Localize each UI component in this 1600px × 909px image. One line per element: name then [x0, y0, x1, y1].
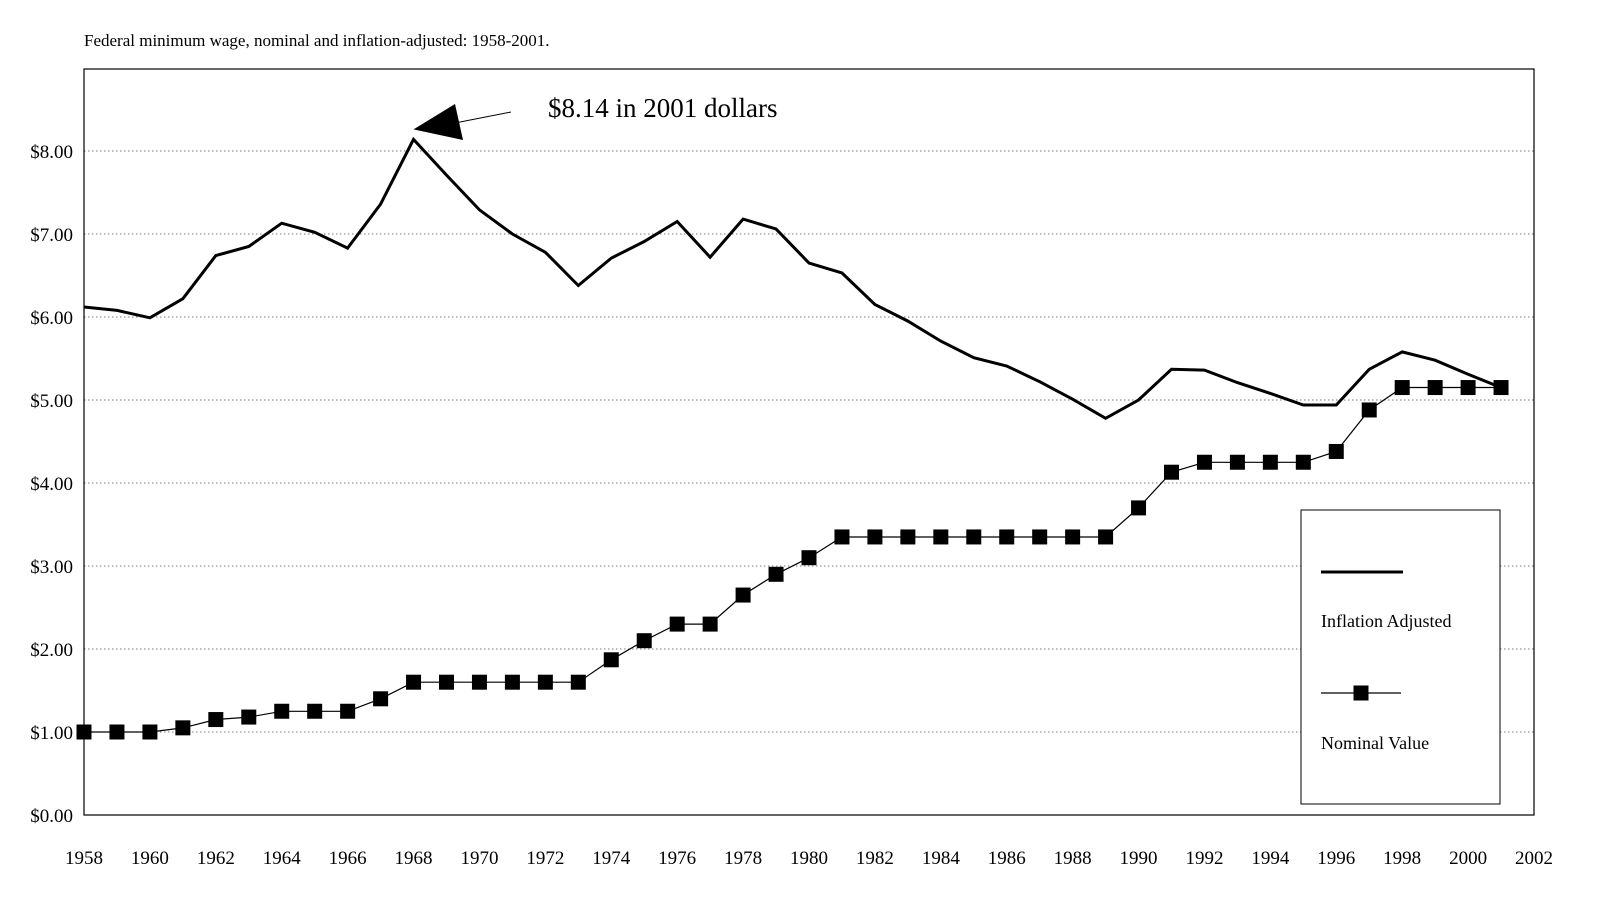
nominal-value-marker — [208, 712, 224, 728]
legend-swatch-nominal-value-marker — [1353, 685, 1369, 701]
annotation-text: $8.14 in 2001 dollars — [548, 93, 778, 123]
x-tick-label: 1992 — [1185, 848, 1223, 869]
y-tick-label: $0.00 — [30, 806, 73, 827]
legend-label-nominal-value: Nominal Value — [1321, 733, 1429, 753]
nominal-value-marker — [801, 550, 817, 566]
inflation-adjusted-line — [83, 136, 1502, 421]
x-tick-label: 1984 — [922, 848, 961, 869]
legend-box — [1300, 509, 1501, 805]
nominal-value-marker — [834, 529, 850, 545]
x-tick-label: 1980 — [790, 848, 828, 869]
nominal-value-marker — [1032, 529, 1048, 545]
nominal-value-marker — [1164, 464, 1179, 480]
x-tick-label: 1966 — [329, 848, 367, 869]
nominal-value-marker — [999, 529, 1015, 545]
legend-label-inflation-adjusted: Inflation Adjusted — [1321, 611, 1451, 631]
nominal-value-marker — [1460, 380, 1476, 396]
x-tick-label: 1988 — [1054, 848, 1092, 869]
nominal-value-marker — [274, 703, 290, 719]
nominal-value-marker — [109, 724, 125, 740]
x-tick-label: 1962 — [197, 848, 235, 869]
nominal-value-marker — [76, 724, 92, 740]
nominal-value-marker — [1394, 380, 1410, 396]
peak-annotation: $8.14 in 2001 dollars — [413, 93, 778, 140]
nominal-value-marker — [1493, 380, 1509, 396]
x-tick-label: 1986 — [988, 848, 1026, 869]
x-tick-label: 2000 — [1449, 848, 1487, 869]
x-tick-label: 1974 — [592, 848, 631, 869]
x-tick-label: 1978 — [724, 848, 762, 869]
nominal-value-marker — [142, 724, 158, 740]
nominal-value-marker — [1196, 454, 1212, 470]
x-tick-label: 1968 — [395, 848, 433, 869]
nominal-value-marker — [504, 674, 520, 690]
nominal-value-marker — [1098, 529, 1114, 545]
nominal-value-marker — [570, 674, 586, 690]
annotation-arrow-head — [413, 104, 463, 140]
nominal-value-marker — [1229, 454, 1245, 470]
nominal-value-marker — [1361, 402, 1377, 418]
nominal-value-line — [84, 386, 1501, 733]
nominal-value-marker — [175, 720, 191, 736]
x-tick-label: 1994 — [1251, 848, 1290, 869]
x-tick-label: 2002 — [1515, 848, 1553, 869]
y-axis-tick-labels: $0.00 $1.00 $2.00 $3.00 $4.00 $5.00 $6.00 $7.00… — [30, 142, 73, 827]
legend: Inflation Adjusted Nominal Value — [1300, 509, 1501, 805]
nominal-value-marker — [307, 703, 323, 719]
nominal-value-marker — [900, 529, 916, 545]
y-tick-label: $2.00 — [30, 640, 73, 661]
nominal-value-marker — [603, 652, 619, 668]
nominal-value-marker — [340, 703, 356, 719]
x-tick-label: 1998 — [1383, 848, 1421, 869]
y-tick-label: $6.00 — [30, 308, 73, 329]
x-tick-label: 1982 — [856, 848, 894, 869]
nominal-value-marker — [702, 616, 718, 632]
annotation-arrow-shaft — [454, 111, 512, 124]
x-tick-label: 1972 — [526, 848, 564, 869]
x-tick-label: 1990 — [1120, 848, 1158, 869]
nominal-value-marker — [1262, 454, 1278, 470]
y-tick-label: $8.00 — [30, 142, 73, 163]
nominal-value-marker — [241, 709, 257, 725]
x-tick-label: 1964 — [263, 848, 302, 869]
x-tick-label: 1996 — [1317, 848, 1355, 869]
x-tick-label: 1960 — [131, 848, 169, 869]
nominal-value-marker — [537, 674, 553, 690]
gridlines — [84, 150, 1534, 733]
nominal-value-marker — [735, 587, 751, 603]
plot-area-border — [83, 68, 1535, 816]
nominal-value-marker — [669, 616, 685, 632]
x-tick-label: 1958 — [65, 848, 103, 869]
x-tick-label: 1970 — [460, 848, 498, 869]
x-axis-tick-labels: 1958 1960 1962 1964 1966 1968 1970 1972 1974 1976… — [65, 848, 1553, 869]
nominal-value-marker — [1427, 380, 1443, 396]
nominal-value-marker — [933, 529, 949, 545]
y-tick-label: $4.00 — [30, 474, 73, 495]
nominal-value-marker — [636, 633, 652, 649]
nominal-value-marker — [1131, 500, 1147, 516]
y-tick-label: $5.00 — [30, 391, 73, 412]
nominal-value-marker — [1295, 454, 1311, 470]
chart-title: Federal minimum wage, nominal and inflat… — [84, 31, 550, 50]
nominal-value-marker — [439, 674, 454, 690]
nominal-value-marker — [966, 529, 982, 545]
nominal-value-marker — [373, 691, 389, 707]
nominal-value-marker — [1065, 529, 1081, 545]
nominal-value-marker — [406, 674, 422, 690]
x-tick-label: 1976 — [658, 848, 696, 869]
y-tick-label: $7.00 — [30, 225, 73, 246]
y-tick-label: $1.00 — [30, 723, 73, 744]
nominal-value-marker — [471, 674, 487, 690]
y-tick-label: $3.00 — [30, 557, 73, 578]
nominal-value-marker — [867, 529, 883, 545]
nominal-value-marker — [768, 566, 784, 582]
series-layer — [76, 136, 1509, 740]
nominal-value-marker — [1328, 443, 1344, 459]
